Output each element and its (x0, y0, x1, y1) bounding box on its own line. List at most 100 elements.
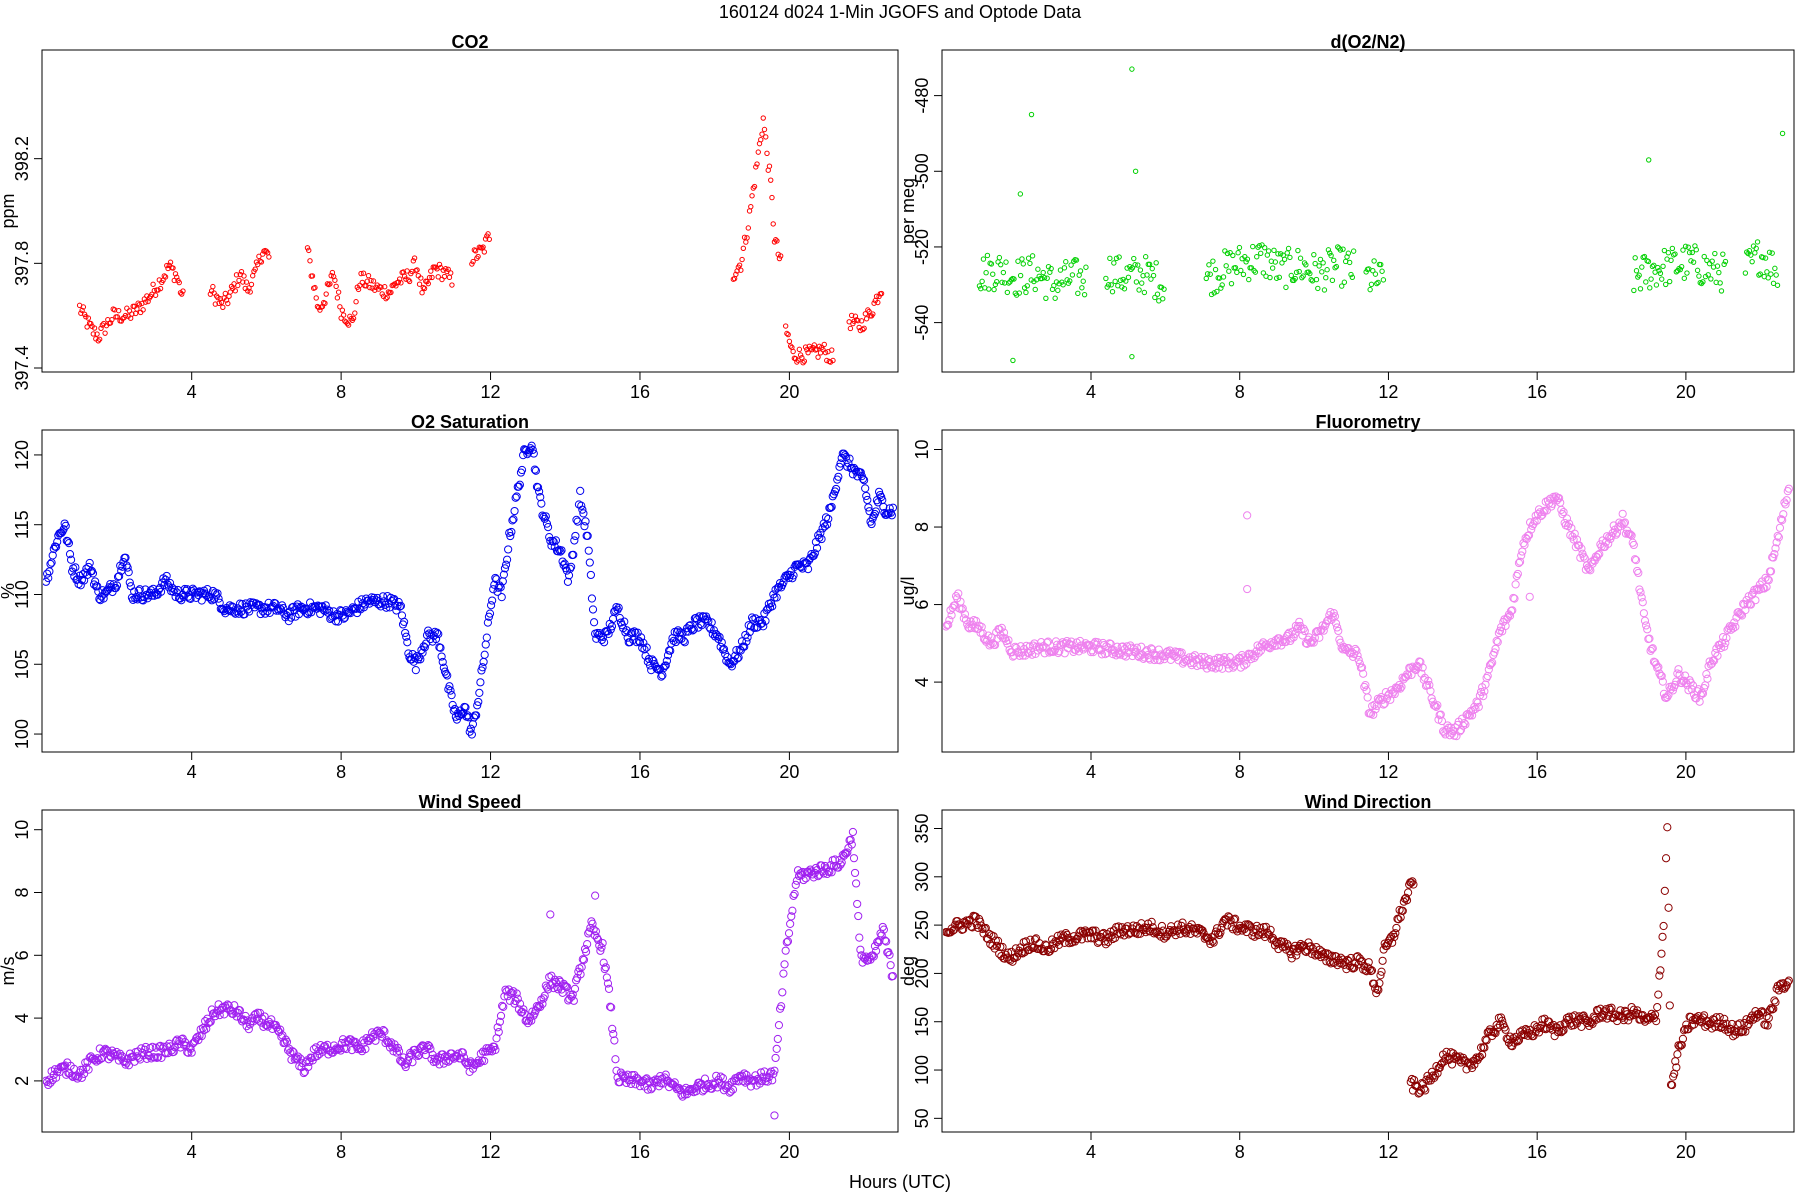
data-point (43, 569, 52, 578)
data-point (1196, 660, 1205, 670)
data-point (810, 549, 819, 558)
data-point (1147, 917, 1156, 926)
data-point (210, 283, 216, 290)
data-point (1067, 637, 1076, 646)
data-point (1212, 266, 1219, 273)
data-point (1762, 1012, 1771, 1021)
data-point (1046, 944, 1056, 954)
data-point (1279, 260, 1285, 266)
data-point (472, 711, 481, 720)
data-point (1355, 659, 1364, 668)
data-point (556, 547, 565, 556)
data-point (66, 555, 76, 564)
x-tick-label: 12 (1378, 382, 1398, 402)
data-point (1152, 294, 1158, 301)
data-point (220, 304, 226, 311)
data-point (588, 605, 598, 614)
data-point (1374, 280, 1380, 287)
data-point (1029, 253, 1036, 259)
data-point (478, 663, 487, 672)
panels: CO2 4 8 12 16 20 397.4 397.8 398.2 ppm d(O2/N2) 4 8 1… (0, 32, 1795, 1162)
data-point (1276, 274, 1282, 280)
data-point (773, 1034, 782, 1044)
x-tick-label: 4 (1086, 382, 1096, 402)
data-point (446, 274, 453, 281)
data-point (768, 602, 777, 611)
data-point (88, 320, 94, 327)
data-point (999, 628, 1009, 637)
data-point (689, 625, 698, 634)
data-point (152, 1053, 162, 1062)
data-point (510, 506, 519, 516)
x-tick-label: 4 (187, 762, 197, 782)
data-point (1377, 967, 1386, 976)
data-point (102, 330, 108, 336)
data-point (980, 256, 987, 262)
data-point (418, 648, 427, 657)
data-point (1380, 699, 1389, 708)
data-point (1128, 266, 1134, 273)
data-point (657, 672, 666, 681)
data-point (392, 1048, 401, 1057)
data-point (1501, 621, 1510, 631)
data-point (1319, 269, 1325, 275)
data-point (435, 274, 441, 280)
data-point (95, 338, 101, 344)
data-point (1461, 720, 1470, 729)
data-point (64, 539, 74, 548)
data-point (579, 955, 589, 965)
data-point (1146, 261, 1153, 268)
data-point (737, 1071, 747, 1080)
data-point (1248, 265, 1255, 271)
data-point (1218, 285, 1224, 291)
x-tick-label: 16 (630, 762, 650, 782)
data-point (565, 564, 575, 573)
data-point (351, 604, 361, 614)
data-point (1295, 247, 1301, 254)
data-point (603, 979, 613, 988)
data-point (248, 281, 255, 288)
data-point (513, 994, 522, 1003)
data-point (1254, 648, 1263, 657)
data-point (226, 607, 236, 616)
data-point (1726, 625, 1735, 634)
data-point (107, 320, 114, 326)
data-point (1375, 279, 1381, 286)
data-point (419, 1041, 428, 1051)
data-point (1764, 576, 1773, 585)
data-point (1039, 275, 1045, 282)
data-point (1474, 702, 1483, 712)
data-point (522, 446, 531, 455)
data-point (777, 253, 784, 259)
data-point (1614, 1011, 1623, 1020)
data-point (787, 343, 794, 349)
data-point (563, 577, 573, 586)
data-point (1162, 932, 1171, 941)
data-point (480, 244, 486, 250)
data-point (1587, 557, 1596, 567)
data-point (1619, 1016, 1628, 1025)
data-point (254, 261, 261, 268)
data-point (1659, 921, 1668, 931)
data-point (1125, 274, 1132, 281)
data-point (819, 869, 828, 878)
data-point (599, 958, 608, 967)
data-point (322, 300, 328, 307)
data-point (1636, 272, 1642, 278)
data-point (1689, 249, 1695, 256)
data-point (745, 225, 752, 231)
data-point (461, 703, 470, 712)
x-tick-label: 16 (1527, 762, 1547, 782)
x-tick-label: 12 (1378, 762, 1398, 782)
data-point (790, 889, 799, 899)
data-point (855, 317, 861, 324)
data-point (715, 632, 724, 642)
data-point (1616, 1006, 1625, 1015)
x-tick-label: 8 (1235, 1142, 1245, 1162)
data-point (115, 307, 122, 314)
data-point (1259, 242, 1265, 248)
data-point (1497, 623, 1506, 632)
data-point (482, 633, 491, 642)
data-point (609, 1029, 618, 1039)
data-point (1579, 552, 1588, 561)
